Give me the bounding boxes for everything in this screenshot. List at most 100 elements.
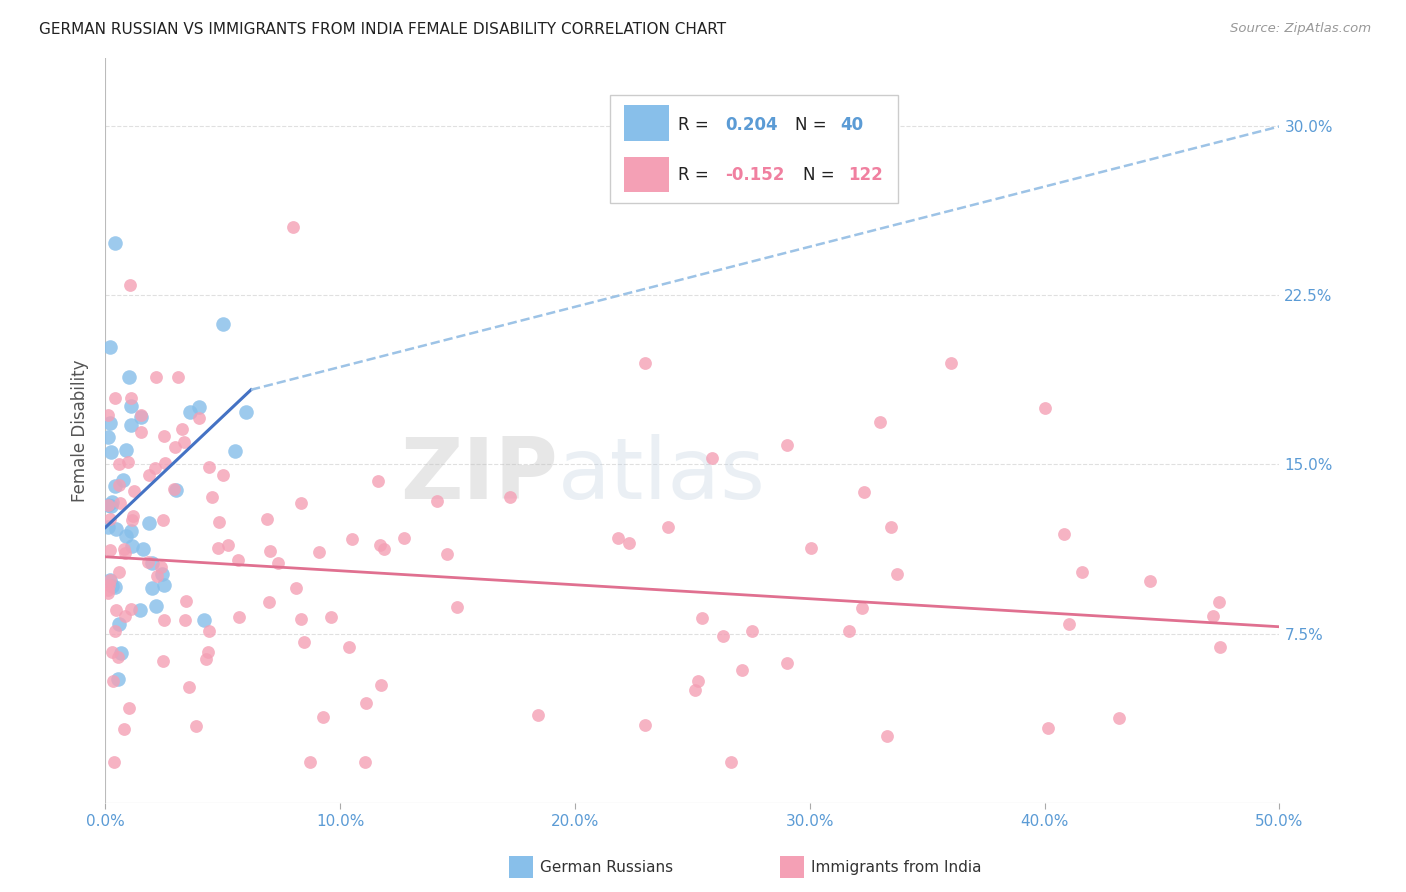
- Text: -0.152: -0.152: [725, 166, 785, 184]
- Point: [197, 459, 219, 474]
- Point: [179, 404, 201, 418]
- Point: [153, 429, 176, 443]
- Text: R =: R =: [678, 166, 714, 184]
- Point: [173, 435, 195, 450]
- Point: [97, 582, 120, 597]
- Point: [97, 498, 120, 512]
- Point: [98, 511, 121, 525]
- Point: [1033, 401, 1056, 415]
- Point: [776, 656, 799, 670]
- Point: [100, 499, 122, 513]
- Point: [114, 443, 136, 458]
- Point: [98, 542, 121, 557]
- Text: ZIP: ZIP: [399, 434, 557, 516]
- Point: [120, 524, 142, 538]
- Point: [111, 474, 134, 488]
- Text: N =: N =: [803, 166, 839, 184]
- Point: [152, 613, 174, 627]
- Point: [146, 569, 169, 583]
- Point: [138, 468, 160, 483]
- Point: [145, 369, 167, 384]
- Point: [436, 547, 458, 561]
- Point: [308, 545, 330, 559]
- Point: [120, 391, 142, 405]
- Point: [367, 474, 389, 488]
- Bar: [624, 157, 669, 193]
- Point: [121, 513, 143, 527]
- Text: 122: 122: [849, 166, 883, 184]
- Point: [851, 601, 873, 615]
- Point: [108, 565, 131, 579]
- Point: [342, 532, 364, 546]
- Point: [101, 673, 124, 688]
- Point: [235, 405, 257, 419]
- Point: [370, 678, 392, 692]
- Point: [283, 220, 305, 235]
- Point: [720, 755, 742, 769]
- Point: [115, 529, 138, 543]
- Point: [150, 559, 173, 574]
- Point: [112, 541, 135, 556]
- Point: [98, 340, 121, 354]
- Point: [97, 430, 120, 444]
- Point: [114, 609, 136, 624]
- Point: [138, 516, 160, 530]
- Text: Source: ZipAtlas.com: Source: ZipAtlas.com: [1230, 22, 1371, 36]
- Point: [143, 461, 166, 475]
- Point: [101, 495, 124, 509]
- Point: [188, 401, 211, 415]
- Point: [193, 613, 215, 627]
- Point: [198, 624, 221, 638]
- Point: [617, 536, 640, 550]
- Point: [208, 516, 231, 530]
- Point: [165, 483, 187, 497]
- Point: [354, 755, 377, 769]
- Point: [876, 729, 898, 743]
- Point: [118, 369, 141, 384]
- Point: [257, 595, 280, 609]
- Point: [110, 646, 132, 660]
- Text: Immigrants from India: Immigrants from India: [811, 860, 981, 874]
- Point: [1071, 566, 1094, 580]
- Point: [685, 683, 707, 698]
- Point: [104, 235, 127, 250]
- Point: [97, 408, 120, 422]
- Point: [145, 599, 167, 613]
- Point: [114, 722, 136, 736]
- Point: [120, 602, 142, 616]
- Y-axis label: Female Disability: Female Disability: [72, 359, 90, 501]
- Point: [163, 440, 186, 454]
- Point: [939, 356, 962, 370]
- Point: [1108, 711, 1130, 725]
- Point: [200, 490, 222, 504]
- Point: [197, 645, 219, 659]
- Point: [212, 468, 235, 483]
- Point: [100, 645, 122, 659]
- Point: [129, 603, 152, 617]
- Point: [373, 541, 395, 556]
- Point: [186, 719, 208, 733]
- Point: [880, 520, 903, 534]
- Bar: [624, 105, 669, 141]
- Point: [97, 499, 120, 513]
- Point: [838, 624, 860, 638]
- Point: [153, 578, 176, 592]
- Point: [337, 640, 360, 654]
- Text: N =: N =: [794, 117, 831, 135]
- Point: [634, 356, 657, 370]
- Point: [120, 417, 142, 432]
- Point: [869, 415, 891, 429]
- Point: [1208, 595, 1230, 609]
- Point: [104, 522, 127, 536]
- Point: [121, 509, 143, 524]
- Point: [312, 710, 335, 724]
- Point: [107, 649, 129, 664]
- Point: [120, 277, 142, 292]
- Point: [1059, 616, 1081, 631]
- Point: [107, 617, 129, 632]
- Point: [226, 553, 249, 567]
- Point: [211, 317, 233, 331]
- Point: [155, 456, 177, 470]
- Point: [657, 520, 679, 534]
- Point: [370, 538, 392, 552]
